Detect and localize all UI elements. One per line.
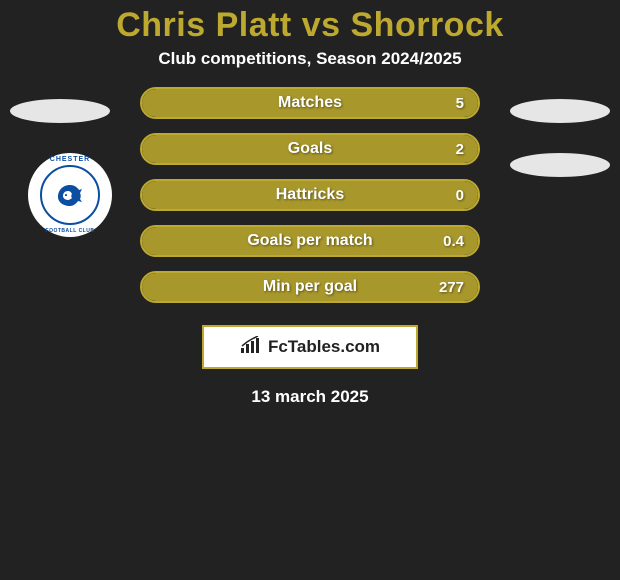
player2-avatar-placeholder — [510, 99, 610, 123]
stat-label: Min per goal — [263, 278, 357, 296]
stat-value: 0.4 — [443, 233, 464, 250]
stat-value: 277 — [439, 279, 464, 296]
stat-label: Hattricks — [276, 186, 344, 204]
brand-chart-icon — [240, 336, 262, 359]
lion-icon — [52, 177, 88, 213]
stat-bar: Matches 5 — [140, 87, 480, 119]
date-label: 13 march 2025 — [0, 387, 620, 407]
stat-bar: Goals 2 — [140, 133, 480, 165]
stat-label: Matches — [278, 94, 342, 112]
title-player1: Chris Platt — [116, 6, 292, 44]
club-logo-inner — [40, 165, 100, 225]
brand-text: FcTables.com — [268, 337, 380, 357]
stat-label: Goals per match — [247, 232, 372, 250]
page-title: Chris Platt vs Shorrock — [0, 0, 620, 49]
stat-bar: Goals per match 0.4 — [140, 225, 480, 257]
player1-avatar-placeholder — [10, 99, 110, 123]
club-logo-bottom-text: FOOTBALL CLUB — [28, 228, 112, 234]
stat-bar: Hattricks 0 — [140, 179, 480, 211]
stat-value: 5 — [456, 95, 464, 112]
stat-value: 2 — [456, 141, 464, 158]
stat-bars: Matches 5 Goals 2 Hattricks 0 Goals per match 0… — [140, 87, 480, 303]
player2-club-placeholder — [510, 153, 610, 177]
title-vs: vs — [302, 6, 341, 44]
subtitle: Club competitions, Season 2024/2025 — [0, 49, 620, 87]
player1-club-logo: CHESTER FOOTBALL CLUB — [28, 153, 112, 237]
title-player2: Shorrock — [351, 6, 504, 44]
stat-label: Goals — [288, 140, 332, 158]
stat-bar: Min per goal 277 — [140, 271, 480, 303]
club-logo-top-text: CHESTER — [28, 156, 112, 163]
club-logo-ring: CHESTER FOOTBALL CLUB — [28, 153, 112, 237]
brand-box[interactable]: FcTables.com — [202, 325, 418, 369]
stat-value: 0 — [456, 187, 464, 204]
content-area: CHESTER FOOTBALL CLUB Matches 5 Goals 2 Hatt… — [0, 87, 620, 407]
